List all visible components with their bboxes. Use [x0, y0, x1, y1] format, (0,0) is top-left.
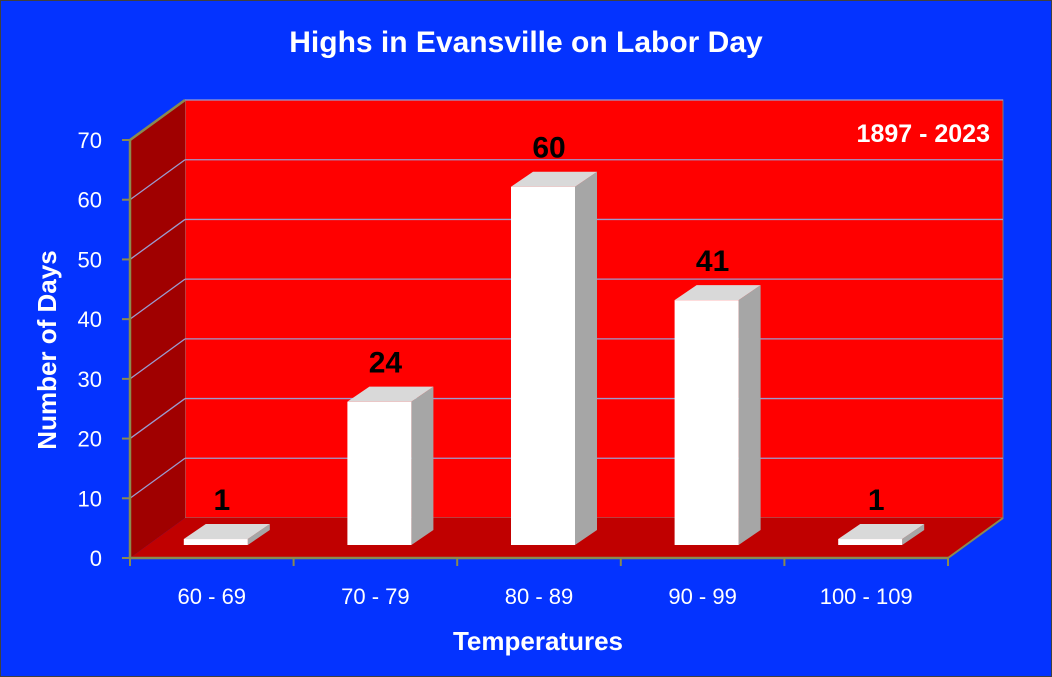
bar-front	[674, 300, 739, 545]
gridline-side	[129, 457, 186, 499]
chart-title: Highs in Evansville on Labor Day	[289, 26, 763, 59]
x-tick-labels: 60 - 69 70 - 79 80 - 89 90 - 99 100 - 109	[129, 558, 949, 609]
x-tick-label: 60 - 69	[178, 584, 247, 609]
bar	[183, 524, 270, 545]
bar-front	[183, 539, 248, 545]
data-label: 41	[696, 245, 729, 278]
data-label: 24	[369, 347, 403, 380]
y-axis-top-edge	[129, 98, 186, 142]
y-tick-label: 50	[78, 247, 102, 272]
data-label: 60	[532, 132, 565, 165]
gridline-side	[129, 398, 186, 440]
y-axis-label: Number of Days	[32, 250, 62, 449]
bar-front	[347, 401, 412, 545]
x-tick-label: 80 - 89	[505, 584, 574, 609]
data-labels: 1 24 60 41 1	[213, 132, 884, 517]
y-tick-label: 10	[78, 486, 102, 511]
bar	[347, 386, 434, 545]
bar	[674, 285, 761, 545]
data-label: 1	[868, 484, 885, 517]
y-tick-label: 20	[78, 427, 102, 452]
bar	[838, 524, 925, 545]
bar-side	[247, 524, 270, 545]
gridline-side	[129, 278, 186, 320]
gridline-side	[129, 159, 186, 201]
bar-front	[838, 539, 903, 545]
x-axis-label: Temperatures	[453, 626, 623, 656]
year-range-annotation: 1897 - 2023	[857, 120, 990, 148]
y-tick-label: 30	[78, 367, 102, 392]
gridline-side	[129, 218, 186, 260]
side-wall	[130, 100, 185, 558]
bar-side	[902, 524, 925, 545]
y-tick-label: 70	[78, 128, 102, 153]
x-axis-depth-edge	[947, 517, 1004, 559]
bar-top	[183, 524, 270, 540]
y-tick-label: 0	[90, 546, 102, 571]
bars	[183, 171, 925, 545]
bar-top	[674, 285, 761, 301]
bar-side	[575, 171, 597, 545]
x-tick-label: 100 - 109	[820, 584, 913, 609]
x-tick-label: 70 - 79	[341, 584, 410, 609]
bar	[511, 171, 597, 545]
bar-top	[347, 386, 434, 402]
bar-side	[738, 285, 761, 545]
gridline-side	[129, 338, 186, 380]
axes	[128, 98, 1004, 560]
y-tick-label: 40	[78, 307, 102, 332]
y-tick-labels: 0 10 20 30 40 50 60 70	[78, 128, 130, 571]
bar-front	[511, 186, 575, 545]
y-tick-label: 60	[78, 188, 102, 213]
data-label: 1	[213, 484, 230, 517]
x-tick-label: 90 - 99	[668, 584, 737, 609]
bar-top	[838, 524, 925, 540]
bar-top	[511, 171, 597, 187]
bar-side	[411, 386, 434, 545]
